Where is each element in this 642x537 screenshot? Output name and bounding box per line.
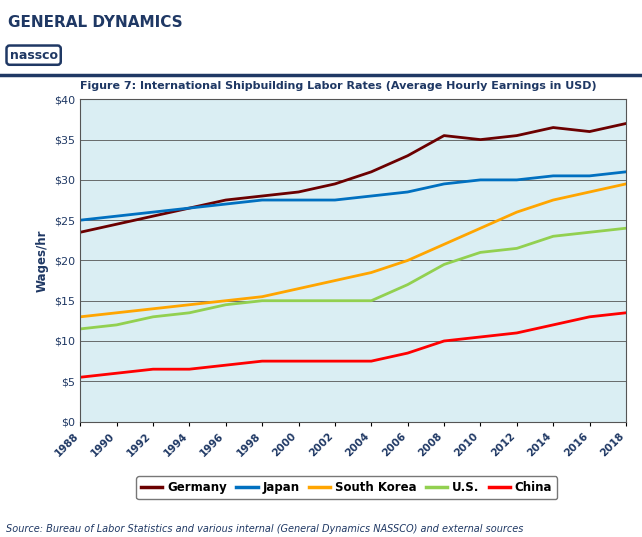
- Text: nassco: nassco: [10, 49, 58, 62]
- Text: Source: Bureau of Labor Statistics and various internal (General Dynamics NASSCO: Source: Bureau of Labor Statistics and v…: [6, 524, 524, 534]
- Y-axis label: Wages/hr: Wages/hr: [36, 229, 49, 292]
- Text: Figure 7: International Shipbuilding Labor Rates (Average Hourly Earnings in USD: Figure 7: International Shipbuilding Lab…: [80, 81, 597, 91]
- Text: GENERAL DYNAMICS: GENERAL DYNAMICS: [8, 15, 182, 30]
- Legend: Germany, Japan, South Korea, U.S., China: Germany, Japan, South Korea, U.S., China: [137, 476, 557, 499]
